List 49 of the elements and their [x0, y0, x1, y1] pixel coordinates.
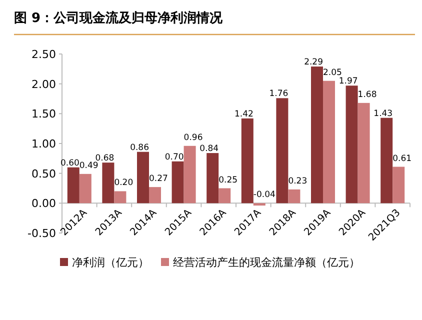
- data-label: 0.60: [60, 158, 80, 168]
- bar: [276, 98, 288, 204]
- y-tick-label: 2.50: [32, 48, 56, 61]
- bar: [149, 187, 161, 204]
- chart-title: 图 9：公司现金流及归母净利润情况: [14, 10, 224, 26]
- bar: [172, 161, 184, 204]
- data-label: 1.97: [338, 76, 358, 87]
- bar: [288, 189, 300, 204]
- data-label: 0.84: [200, 144, 219, 154]
- data-label: 1.68: [358, 90, 377, 100]
- y-tick-label: 1.50: [32, 108, 56, 121]
- bar: [206, 153, 219, 204]
- data-label: 0.96: [184, 132, 203, 143]
- bar: [380, 118, 393, 204]
- bar: [392, 166, 405, 204]
- data-label: 1.76: [269, 89, 288, 100]
- bar: [218, 188, 231, 204]
- y-tick-label: -0.50: [28, 227, 56, 240]
- bar: [79, 174, 92, 204]
- bar: [323, 80, 335, 204]
- data-label: 0.23: [288, 176, 308, 186]
- bar: [184, 146, 196, 204]
- bar: [241, 118, 254, 204]
- y-tick-label: 1.00: [32, 138, 56, 150]
- bar: [137, 152, 149, 204]
- data-label: 0.49: [79, 160, 98, 171]
- bar: [358, 102, 370, 204]
- y-tick-label: 2.00: [32, 78, 56, 91]
- legend-label: 经营活动产生的现金流量净额（亿元）: [173, 256, 360, 269]
- data-label: 0.20: [114, 178, 134, 188]
- data-label: 0.86: [130, 142, 149, 153]
- bar: [311, 66, 323, 204]
- data-label: 2.29: [304, 58, 323, 68]
- bar: [253, 203, 266, 206]
- data-label: 1.43: [374, 108, 393, 119]
- bar: [114, 191, 126, 204]
- data-label: 0.27: [149, 174, 168, 184]
- data-label: 0.70: [164, 152, 184, 162]
- bar: [67, 167, 80, 204]
- data-label: 0.61: [392, 154, 412, 164]
- bar: [346, 86, 358, 204]
- data-label: 2.05: [323, 68, 342, 78]
- data-label: 0.25: [218, 175, 238, 186]
- y-tick-label: 0.00: [32, 197, 56, 210]
- y-tick-label: 0.50: [32, 167, 56, 180]
- data-label: 1.42: [234, 109, 254, 120]
- data-label: -0.04: [253, 190, 276, 200]
- bar: [102, 162, 114, 204]
- legend-label: 净利润（亿元）: [72, 256, 149, 269]
